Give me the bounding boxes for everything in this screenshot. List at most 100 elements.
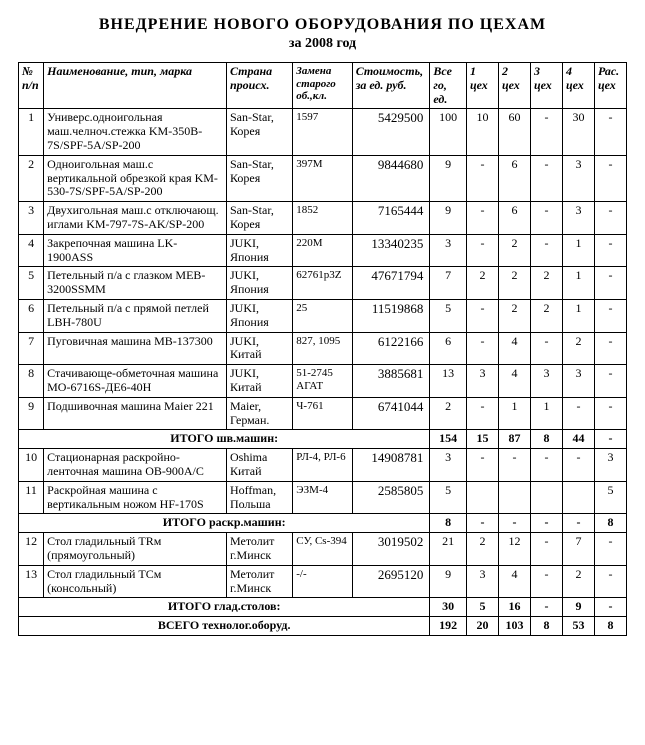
cell-w4: [562, 481, 594, 514]
summary-row: ВСЕГО технолог.оборуд.192201038538: [19, 617, 627, 636]
summary-label: ИТОГО глад.столов:: [19, 598, 430, 617]
cell-replacement: 51-2745 АГАТ: [293, 365, 352, 398]
summary-row: ИТОГО раскр.машин:8----8: [19, 514, 627, 533]
th-number: № п/п: [19, 63, 44, 109]
summary-w2: -: [498, 514, 530, 533]
cell-w1: 3: [466, 565, 498, 598]
cell-country: Метолит г.Минск: [226, 565, 292, 598]
table-row: 5Петельный п/а с глазком MEB-3200SSMMJUK…: [19, 267, 627, 300]
table-row: 7Пуговичная машина MB-137300JUKI, Китай8…: [19, 332, 627, 365]
cell-country: Maier, Герман.: [226, 397, 292, 430]
cell-w1: [466, 481, 498, 514]
summary-w2: 87: [498, 430, 530, 449]
table-row: 8Стачивающе-обметочная машина MO-6716S-Д…: [19, 365, 627, 398]
cell-country: San-Star, Корея: [226, 202, 292, 235]
cell-qty: 3: [430, 234, 467, 267]
cell-country: San-Star, Корея: [226, 109, 292, 155]
cell-w1: -: [466, 397, 498, 430]
cell-w4: 3: [562, 365, 594, 398]
summary-qty: 8: [430, 514, 467, 533]
cell-w2: 4: [498, 365, 530, 398]
summary-w4: -: [562, 514, 594, 533]
equipment-table: № п/п Наименование, тип, марка Страна пр…: [18, 62, 627, 636]
cell-country: JUKI, Китай: [226, 332, 292, 365]
cell-country: JUKI, Япония: [226, 299, 292, 332]
cell-replacement: 827, 1095: [293, 332, 352, 365]
cell-replacement: ЭЗМ-4: [293, 481, 352, 514]
summary-w3: -: [530, 598, 562, 617]
table-row: 2Одноигольная маш.с вертикальной обрезко…: [19, 155, 627, 201]
cell-w4: -: [562, 397, 594, 430]
cell-name: Петельный п/а с глазком MEB-3200SSMM: [44, 267, 227, 300]
table-header-row: № п/п Наименование, тип, марка Страна пр…: [19, 63, 627, 109]
summary-qty: 192: [430, 617, 467, 636]
summary-row: ИТОГО шв.машин:1541587844-: [19, 430, 627, 449]
cell-w2: 6: [498, 202, 530, 235]
cell-w2: 6: [498, 155, 530, 201]
cell-wr: -: [594, 299, 626, 332]
cell-qty: 13: [430, 365, 467, 398]
summary-label: ИТОГО раскр.машин:: [19, 514, 430, 533]
cell-cost: 6122166: [352, 332, 430, 365]
cell-w1: -: [466, 332, 498, 365]
cell-w3: -: [530, 109, 562, 155]
summary-w1: -: [466, 514, 498, 533]
cell-w2: 2: [498, 299, 530, 332]
cell-wr: 3: [594, 449, 626, 482]
cell-name: Стачивающе-обметочная машина MO-6716S-ДЕ…: [44, 365, 227, 398]
th-name: Наименование, тип, марка: [44, 63, 227, 109]
table-row: 9Подшивочная машина Maier 221Maier, Герм…: [19, 397, 627, 430]
summary-w3: 8: [530, 430, 562, 449]
cell-w3: 2: [530, 299, 562, 332]
cell-number: 9: [19, 397, 44, 430]
cell-country: JUKI, Китай: [226, 365, 292, 398]
cell-w4: 2: [562, 332, 594, 365]
table-row: 13Стол гладильный TCм (консольный)Метоли…: [19, 565, 627, 598]
cell-replacement: 1852: [293, 202, 352, 235]
summary-w1: 5: [466, 598, 498, 617]
table-row: 3Двухигольная маш.с отключающ. иглами KM…: [19, 202, 627, 235]
cell-w2: 12: [498, 533, 530, 566]
th-qty: Все го, ед.: [430, 63, 467, 109]
page-title: ВНЕДРЕНИЕ НОВОГО ОБОРУДОВАНИЯ ПО ЦЕХАМ: [18, 16, 627, 34]
cell-name: Стационарная раскройно-ленточная машина …: [44, 449, 227, 482]
cell-w3: -: [530, 202, 562, 235]
cell-name: Закрепочная машина LK-1900ASS: [44, 234, 227, 267]
cell-w3: -: [530, 533, 562, 566]
cell-w3: -: [530, 565, 562, 598]
cell-cost: 11519868: [352, 299, 430, 332]
cell-country: San-Star, Корея: [226, 155, 292, 201]
cell-country: JUKI, Япония: [226, 234, 292, 267]
cell-name: Стол гладильный TRм (прямоугольный): [44, 533, 227, 566]
cell-replacement: 62761р3Z: [293, 267, 352, 300]
table-row: 1Универс.одноигольная маш.челноч.стежка …: [19, 109, 627, 155]
summary-row: ИТОГО глад.столов:30516-9-: [19, 598, 627, 617]
cell-w1: -: [466, 234, 498, 267]
cell-number: 6: [19, 299, 44, 332]
summary-w3: -: [530, 514, 562, 533]
cell-name: Раскройная машина с вертикальным ножом H…: [44, 481, 227, 514]
cell-number: 1: [19, 109, 44, 155]
th-workshop2: 2 цех: [498, 63, 530, 109]
summary-w4: 53: [562, 617, 594, 636]
summary-label: ИТОГО шв.машин:: [19, 430, 430, 449]
table-row: 11Раскройная машина с вертикальным ножом…: [19, 481, 627, 514]
cell-cost: 6741044: [352, 397, 430, 430]
cell-w1: 2: [466, 267, 498, 300]
cell-wr: -: [594, 332, 626, 365]
cell-number: 10: [19, 449, 44, 482]
cell-w4: 3: [562, 202, 594, 235]
cell-number: 2: [19, 155, 44, 201]
cell-number: 7: [19, 332, 44, 365]
cell-w3: 3: [530, 365, 562, 398]
cell-wr: -: [594, 267, 626, 300]
cell-w4: 30: [562, 109, 594, 155]
cell-cost: 2585805: [352, 481, 430, 514]
summary-w3: 8: [530, 617, 562, 636]
th-cost: Стоимость, за ед. руб.: [352, 63, 430, 109]
cell-cost: 2695120: [352, 565, 430, 598]
summary-w1: 20: [466, 617, 498, 636]
cell-w1: 3: [466, 365, 498, 398]
cell-replacement: 1597: [293, 109, 352, 155]
cell-cost: 9844680: [352, 155, 430, 201]
